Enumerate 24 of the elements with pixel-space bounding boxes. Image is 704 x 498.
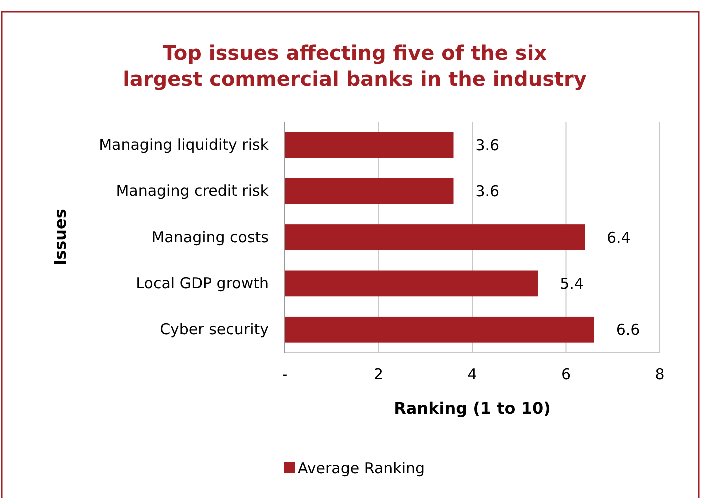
legend-label: Average Ranking: [298, 459, 426, 478]
chart-title: Top issues affecting five of the six largest commercial banks in the industry: [123, 41, 587, 91]
x-tick-label: 4: [468, 366, 478, 384]
y-tick-label: Cyber security: [160, 320, 270, 339]
y-tick-label: Managing costs: [152, 228, 270, 246]
bar: [285, 224, 585, 250]
bar: [285, 178, 454, 204]
x-tick-label: 8: [655, 366, 665, 384]
bar: [285, 270, 538, 297]
y-tick-label: Managing credit risk: [116, 182, 270, 200]
bar: [285, 316, 594, 343]
data-label: 6.4: [607, 228, 631, 247]
bar: [285, 132, 454, 158]
data-label: 3.6: [476, 182, 500, 201]
y-tick-label: Managing liquidity risk: [99, 136, 270, 154]
data-label: 5.4: [560, 274, 584, 293]
data-label: 3.6: [476, 136, 500, 154]
x-axis-title: Ranking (1 to 10): [394, 399, 551, 418]
data-label: 6.6: [616, 321, 640, 340]
y-axis-title: Issues: [51, 209, 70, 266]
y-tick-label: Local GDP growth: [136, 274, 269, 292]
x-tick-label: -: [282, 366, 288, 384]
x-tick-label: 6: [561, 366, 572, 384]
x-tick-label: 2: [374, 366, 384, 384]
